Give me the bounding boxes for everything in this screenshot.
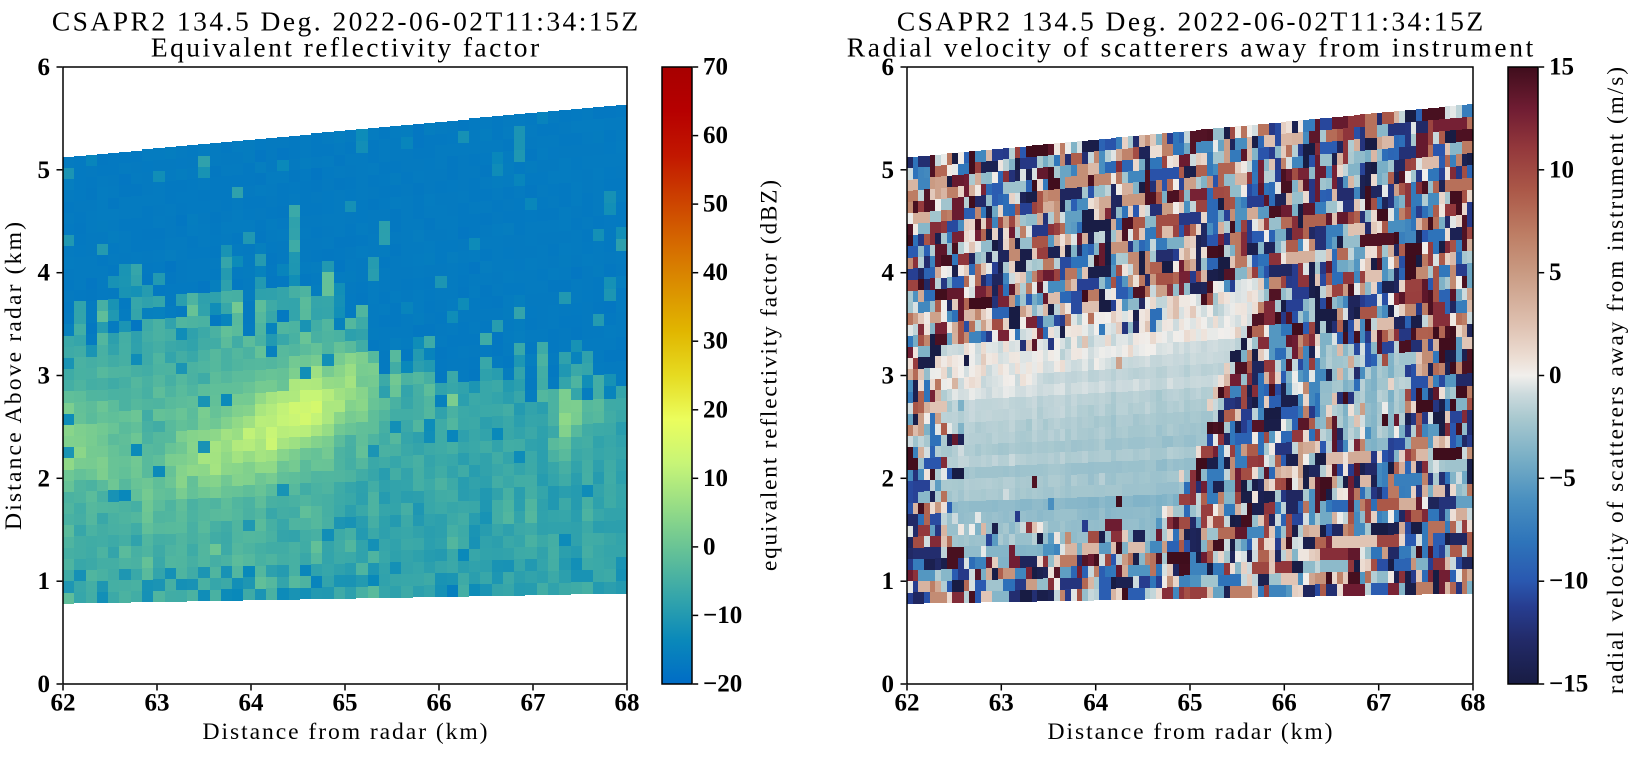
svg-text:0: 0 xyxy=(38,671,51,698)
svg-text:0: 0 xyxy=(882,671,895,698)
svg-text:−10: −10 xyxy=(1549,568,1588,595)
svg-text:radial velocity of scatterers: radial velocity of scatterers away from … xyxy=(1603,67,1629,694)
svg-text:62: 62 xyxy=(895,690,920,717)
svg-text:70: 70 xyxy=(703,54,728,81)
svg-text:10: 10 xyxy=(1549,156,1574,183)
svg-text:0: 0 xyxy=(1549,362,1562,389)
svg-text:67: 67 xyxy=(521,690,546,717)
svg-text:Equivalent reflectivity factor: Equivalent reflectivity factor xyxy=(151,32,539,63)
svg-text:3: 3 xyxy=(882,363,895,390)
svg-text:−10: −10 xyxy=(703,602,742,629)
svg-text:3: 3 xyxy=(38,363,51,390)
svg-text:64: 64 xyxy=(239,690,265,717)
svg-text:66: 66 xyxy=(1272,690,1297,717)
svg-text:15: 15 xyxy=(1549,54,1574,81)
svg-text:63: 63 xyxy=(145,690,170,717)
svg-text:63: 63 xyxy=(989,690,1014,717)
svg-text:Distance from radar (km): Distance from radar (km) xyxy=(1048,719,1333,745)
svg-text:4: 4 xyxy=(38,260,51,287)
svg-text:Distance Above radar (km): Distance Above radar (km) xyxy=(1,222,27,530)
svg-text:20: 20 xyxy=(703,396,728,423)
svg-text:50: 50 xyxy=(703,191,728,218)
svg-text:5: 5 xyxy=(1549,259,1562,286)
svg-text:5: 5 xyxy=(38,157,51,184)
svg-text:67: 67 xyxy=(1366,690,1391,717)
svg-text:30: 30 xyxy=(703,328,728,355)
svg-text:6: 6 xyxy=(38,54,51,81)
svg-text:−20: −20 xyxy=(703,671,742,698)
svg-text:0: 0 xyxy=(703,533,716,560)
svg-text:2: 2 xyxy=(882,465,895,492)
svg-text:65: 65 xyxy=(1178,690,1203,717)
svg-text:68: 68 xyxy=(1461,690,1486,717)
svg-text:10: 10 xyxy=(703,465,728,492)
svg-text:4: 4 xyxy=(882,260,895,287)
svg-text:40: 40 xyxy=(703,259,728,286)
svg-text:64: 64 xyxy=(1083,690,1109,717)
svg-text:6: 6 xyxy=(882,54,895,81)
svg-text:1: 1 xyxy=(38,568,51,595)
svg-text:−15: −15 xyxy=(1549,671,1588,698)
svg-text:62: 62 xyxy=(51,690,76,717)
svg-text:5: 5 xyxy=(882,157,895,184)
svg-text:Distance from radar (km): Distance from radar (km) xyxy=(203,719,488,745)
svg-text:equivalent reflectivity factor: equivalent reflectivity factor (dBZ) xyxy=(757,180,783,571)
svg-text:65: 65 xyxy=(333,690,358,717)
svg-text:Radial velocity of scatterers: Radial velocity of scatterers away from … xyxy=(847,32,1534,63)
svg-text:60: 60 xyxy=(703,122,728,149)
svg-text:68: 68 xyxy=(615,690,640,717)
svg-text:1: 1 xyxy=(882,568,895,595)
svg-text:−5: −5 xyxy=(1549,465,1576,492)
svg-text:2: 2 xyxy=(38,465,51,492)
svg-text:66: 66 xyxy=(427,690,452,717)
